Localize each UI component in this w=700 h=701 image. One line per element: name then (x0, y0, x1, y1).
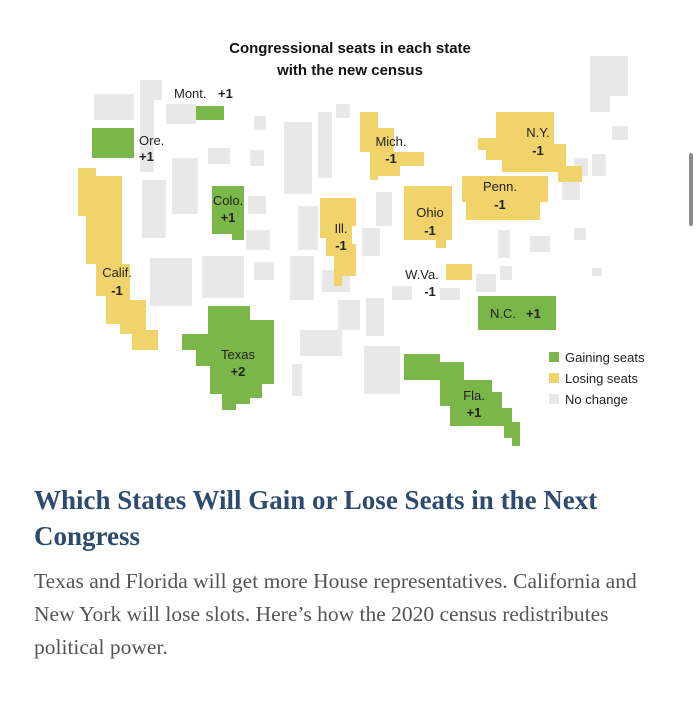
legend-swatch-gain (549, 352, 559, 362)
label-calif-name: Calif. (102, 265, 132, 280)
state-illinois (320, 198, 356, 286)
state-virginia (440, 288, 460, 300)
state-indiana (376, 192, 392, 226)
state-florida (404, 354, 520, 446)
label-mont-name: Mont. (174, 86, 207, 101)
state-maine-coast (612, 126, 628, 140)
state-massachusetts (562, 182, 580, 200)
state-texas (182, 306, 274, 410)
label-fla-change: +1 (467, 405, 482, 420)
scrollbar[interactable] (689, 153, 693, 226)
state-iowa (298, 206, 318, 250)
state-missouri (290, 256, 314, 300)
state-wyoming (208, 148, 230, 164)
state-minnesota (284, 122, 312, 194)
label-ny-change: -1 (532, 143, 544, 158)
state-east-island (592, 268, 602, 276)
map-legend: Gaining seats Losing seats No change (549, 350, 645, 407)
state-new-jersey (498, 230, 510, 258)
label-ore-change: +1 (139, 149, 154, 164)
label-penn-name: Penn. (483, 179, 517, 194)
label-ohio-name: Ohio (416, 205, 443, 220)
state-kansas (246, 230, 270, 250)
state-oregon (92, 128, 134, 158)
label-fla-name: Fla. (463, 388, 485, 403)
label-ore-name: Ore. (139, 133, 164, 148)
label-wva-name: W.Va. (405, 267, 439, 282)
state-kentucky (362, 228, 380, 256)
label-nc-name: N.C. (490, 306, 516, 321)
state-west-virginia (446, 264, 472, 280)
state-delaware (500, 266, 512, 280)
state-south-carolina (392, 286, 412, 300)
label-texas-change: +2 (231, 364, 246, 379)
label-ny-name: N.Y. (526, 125, 550, 140)
state-labels: Mont. +1 Ore. +1 Calif. -1 Colo. +1 Texa… (102, 86, 550, 420)
no-change-states (94, 56, 628, 396)
label-ill-name: Ill. (335, 221, 348, 236)
map-title-line2: with the new census (276, 62, 423, 79)
label-wva-change: -1 (424, 284, 436, 299)
state-rhode-island (574, 228, 586, 240)
state-mississippi (292, 364, 302, 396)
state-new-mexico (202, 256, 244, 298)
legend-label-no-change: No change (565, 392, 628, 407)
map-title-line1: Congressional seats in each state (229, 40, 471, 57)
label-texas-name: Texas (221, 347, 255, 362)
article-summary: Texas and Florida will get more House re… (34, 569, 637, 659)
state-maine (590, 56, 628, 112)
state-ohio (404, 186, 452, 248)
state-new-york (478, 112, 582, 182)
state-georgia (364, 346, 400, 394)
label-mich-change: -1 (385, 151, 397, 166)
state-montana (196, 106, 224, 120)
label-calif-change: -1 (111, 283, 123, 298)
label-colo-name: Colo. (213, 193, 243, 208)
gaining-states (92, 106, 556, 446)
state-nebraska (248, 196, 266, 214)
legend-swatch-no-change (549, 394, 559, 404)
state-upper-michigan (336, 104, 350, 118)
label-nc-change: +1 (526, 306, 541, 321)
state-pennsylvania (462, 176, 548, 220)
legend-swatch-lose (549, 373, 559, 383)
state-tennessee (338, 300, 360, 330)
label-colo-change: +1 (221, 210, 236, 225)
state-idaho (140, 80, 162, 172)
legend-label-lose: Losing seats (565, 371, 638, 386)
state-north-carolina (478, 296, 556, 330)
losing-states (78, 112, 582, 350)
article-headline[interactable]: Which States Will Gain or Lose Seats in … (34, 485, 598, 551)
state-michigan (360, 112, 424, 180)
label-mich-name: Mich. (375, 134, 406, 149)
state-maryland (476, 274, 496, 292)
state-wisconsin (318, 112, 332, 178)
state-montana-rest (166, 104, 196, 124)
label-ohio-change: -1 (424, 223, 436, 238)
state-north-dakota (254, 116, 266, 130)
label-penn-change: -1 (494, 197, 506, 212)
state-louisiana (300, 330, 342, 356)
state-washington (94, 94, 134, 120)
state-colorado (212, 186, 244, 240)
label-mont-change: +1 (218, 86, 233, 101)
state-connecticut (530, 236, 550, 252)
state-utah (172, 158, 198, 214)
label-ill-change: -1 (335, 238, 347, 253)
state-south-dakota (250, 150, 264, 166)
state-alabama (366, 298, 384, 336)
state-arizona (150, 258, 192, 306)
state-new-hampshire (592, 154, 606, 176)
state-nevada (142, 180, 166, 238)
legend-label-gain: Gaining seats (565, 350, 645, 365)
state-california (78, 168, 158, 350)
us-congressional-seats-map: Congressional seats in each state with t… (78, 40, 645, 446)
state-oklahoma (254, 262, 274, 280)
